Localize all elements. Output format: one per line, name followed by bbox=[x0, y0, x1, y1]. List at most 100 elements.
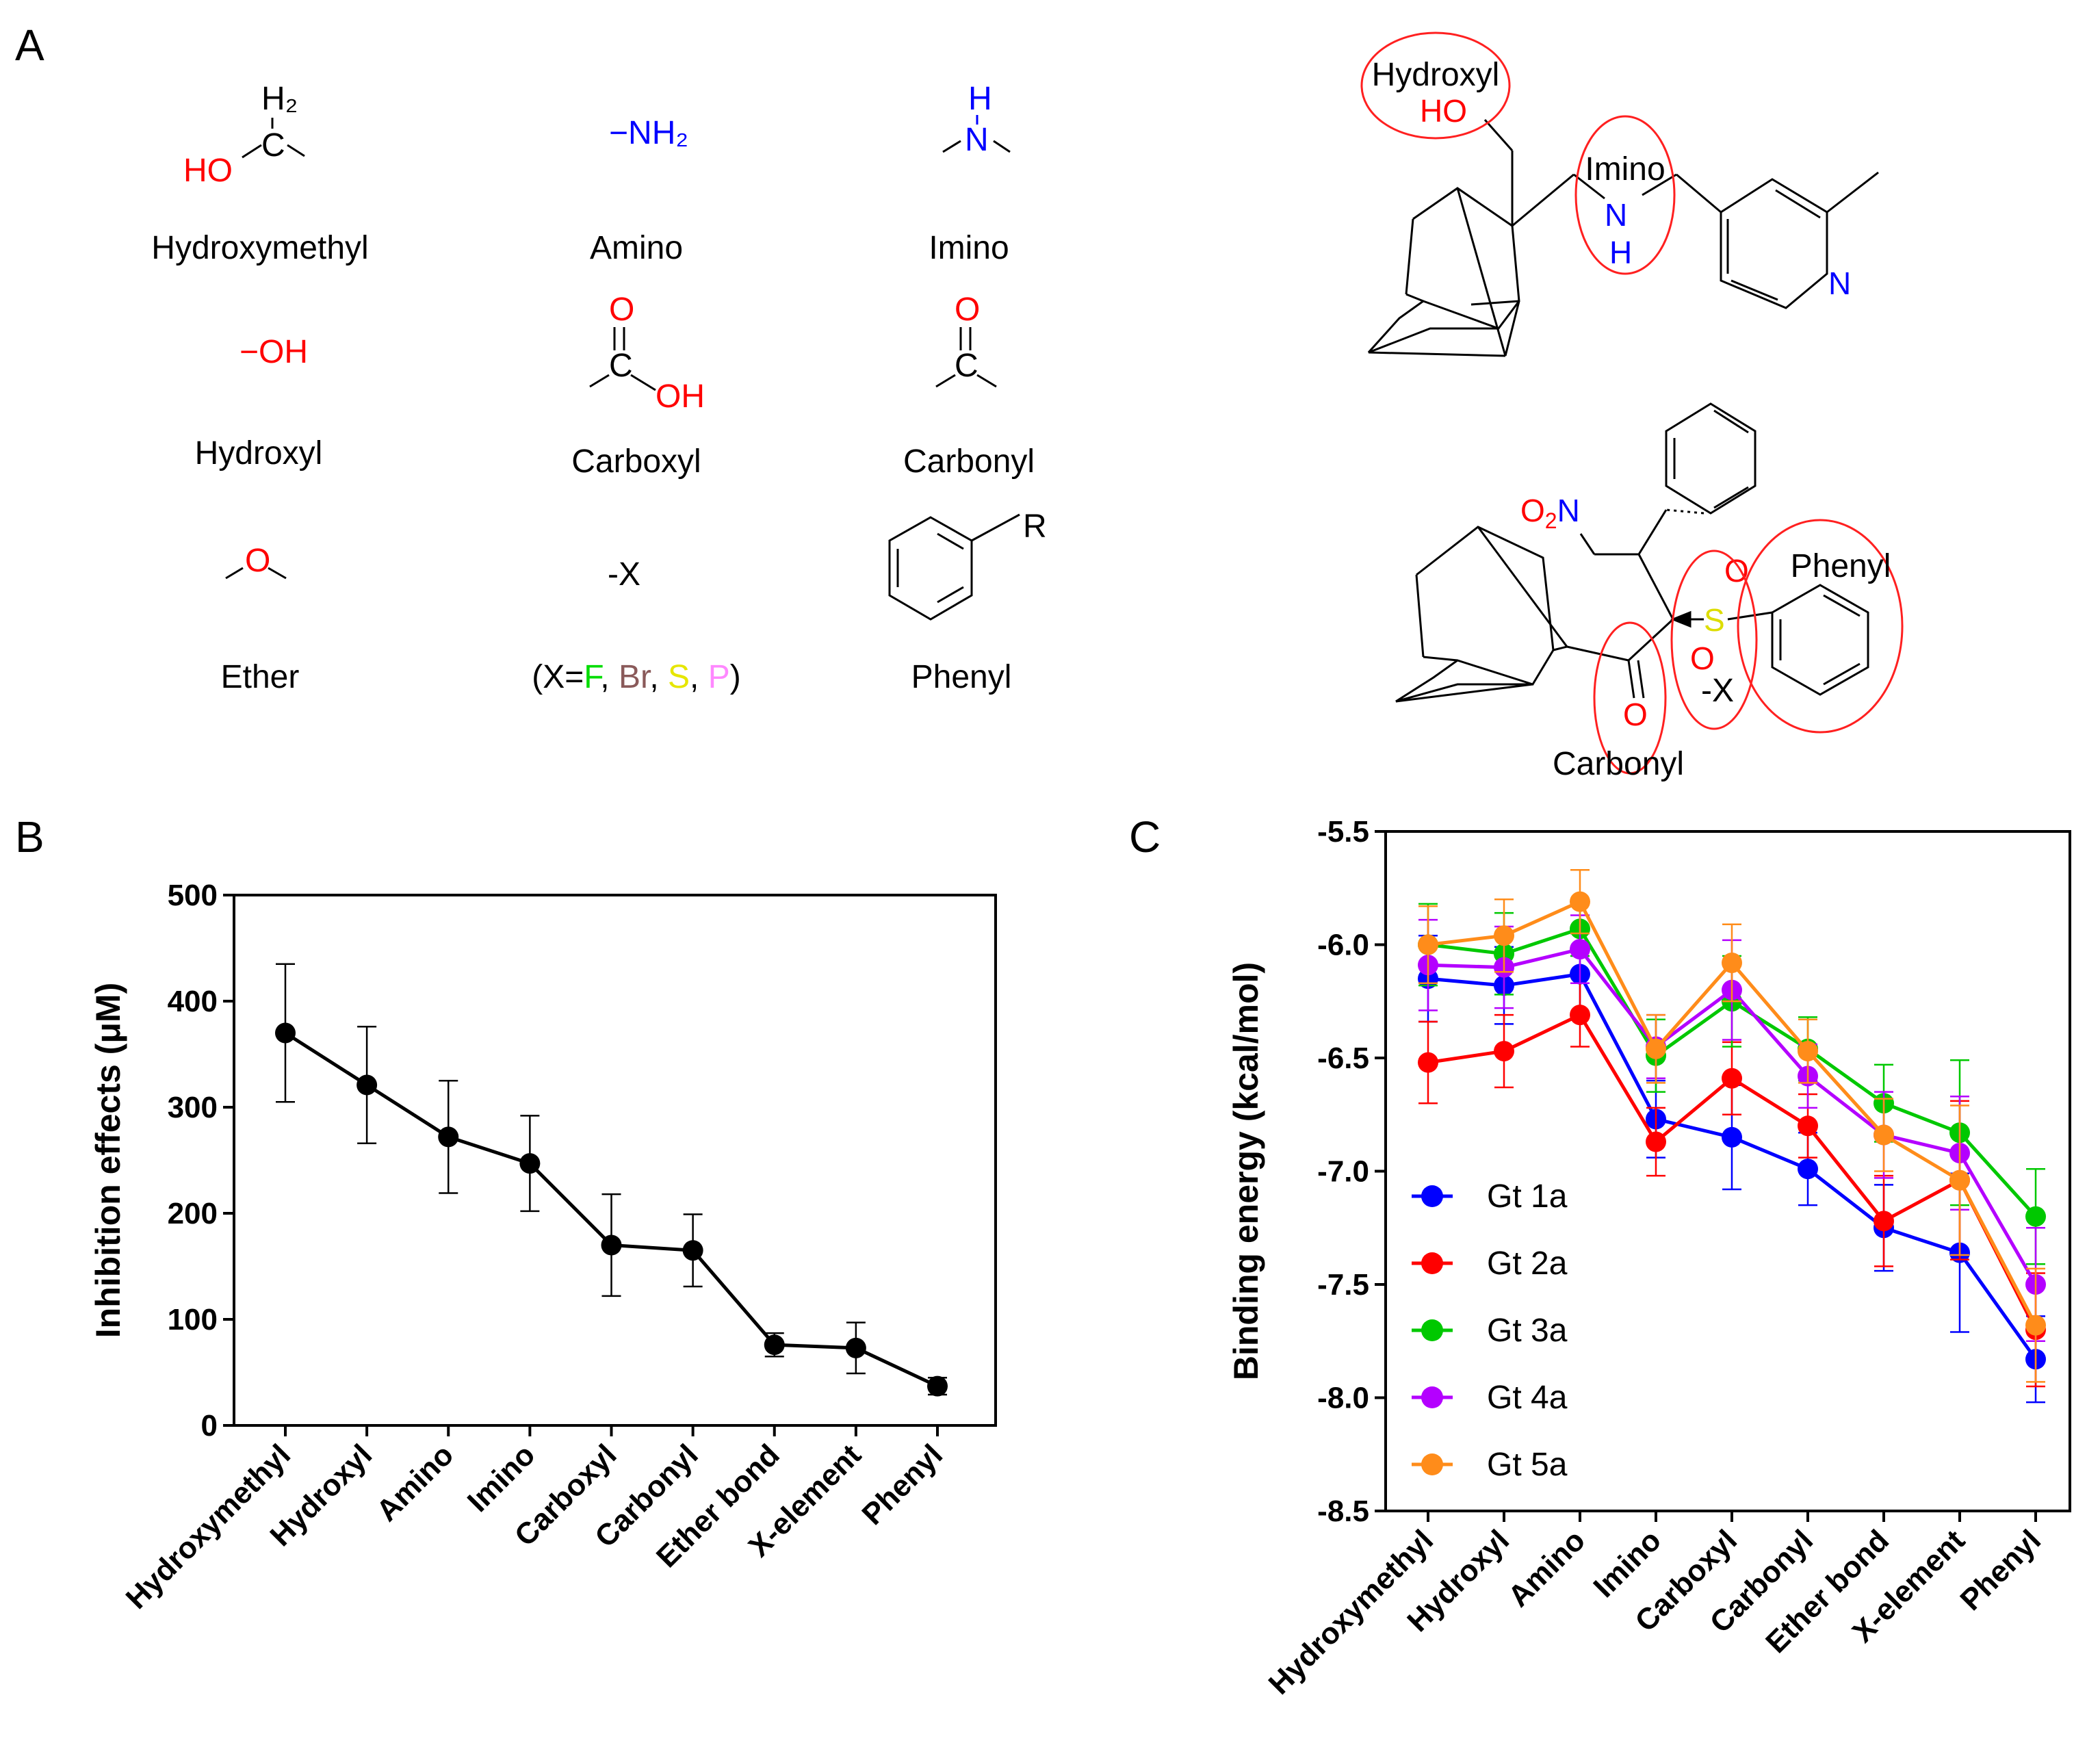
hydroxyl-name: Hydroxyl bbox=[195, 435, 323, 471]
carbonyl-o: O bbox=[955, 292, 980, 328]
amino-name: Amino bbox=[590, 230, 683, 266]
y-tick-label: -5.5 bbox=[1317, 815, 1369, 849]
x-tick-label: Amino bbox=[370, 1438, 460, 1527]
y-tick-label: 0 bbox=[201, 1409, 218, 1443]
data-point bbox=[764, 1334, 785, 1356]
data-point bbox=[845, 1337, 866, 1358]
data-point bbox=[438, 1126, 459, 1148]
data-point bbox=[1494, 925, 1514, 946]
imino-h: H bbox=[968, 81, 992, 117]
data-point bbox=[927, 1375, 948, 1397]
hydroxyl-highlight bbox=[1360, 31, 1511, 140]
data-point bbox=[519, 1153, 541, 1174]
data-point bbox=[1798, 1159, 1818, 1180]
carbonyl-c: C bbox=[955, 348, 978, 384]
data-point bbox=[1418, 934, 1438, 955]
imino-structure: H N bbox=[942, 81, 1011, 158]
molecule2-label-phenyl: Phenyl bbox=[1791, 548, 1891, 584]
y-tick-label: 400 bbox=[168, 985, 218, 1018]
legend-marker bbox=[1421, 1319, 1443, 1341]
data-point bbox=[1874, 1211, 1894, 1232]
plot-frame bbox=[233, 894, 997, 1427]
carboxyl-name: Carboxyl bbox=[571, 443, 701, 480]
x-highlight bbox=[1670, 550, 1758, 730]
data-point bbox=[1570, 1005, 1590, 1026]
hydroxymethyl-ho: HO bbox=[183, 153, 233, 189]
carbonyl-structure: O C bbox=[935, 292, 997, 388]
x-tick-label: Phenyl bbox=[855, 1438, 949, 1531]
carboxyl-oh: OH bbox=[656, 378, 705, 415]
y-tick-label: -7.5 bbox=[1317, 1268, 1369, 1302]
hydroxymethyl-name: Hydroxymethyl bbox=[151, 230, 368, 266]
carboxyl-structure: O C OH bbox=[589, 292, 705, 415]
data-point bbox=[275, 1022, 296, 1044]
legend-label: Gt 3a bbox=[1487, 1313, 1568, 1349]
x-tick-label: Amino bbox=[1502, 1523, 1592, 1613]
data-point bbox=[1418, 1052, 1438, 1073]
series-4 bbox=[1418, 869, 2046, 1383]
imino-name: Imino bbox=[929, 230, 1009, 266]
y-tick-label: -6.5 bbox=[1317, 1042, 1369, 1075]
legend-marker bbox=[1421, 1453, 1443, 1475]
molecule1-ho: HO bbox=[1420, 93, 1467, 129]
hydroxymethyl-h2: H₂ bbox=[261, 81, 298, 117]
x-element-formula: -X bbox=[608, 556, 640, 593]
data-point bbox=[1570, 939, 1590, 960]
molecule2-o2n: O2N bbox=[1520, 493, 1580, 533]
data-point bbox=[601, 1235, 622, 1256]
legend-label: Gt 1a bbox=[1487, 1178, 1568, 1215]
y-tick-label: -8.0 bbox=[1317, 1382, 1369, 1415]
x-tick-label: Phenyl bbox=[1954, 1523, 2047, 1617]
legend-marker bbox=[1421, 1252, 1443, 1274]
panel-a-functional-groups: H₂ HO C Hydroxymethyl −NH₂ Amino H N Imi… bbox=[151, 81, 1046, 695]
data-point bbox=[1646, 1131, 1666, 1152]
molecule-1: HO N H N Hydroxyl Imino bbox=[1360, 31, 1879, 357]
amino-formula: −NH₂ bbox=[609, 115, 688, 151]
molecule1-n-ring: N bbox=[1828, 266, 1851, 301]
chart-c: -8.5-8.0-7.5-7.0-6.5-6.0-5.5Hydroxymethy… bbox=[1227, 815, 2071, 1701]
legend-label: Gt 2a bbox=[1487, 1245, 1568, 1282]
data-point bbox=[1570, 891, 1590, 912]
carbonyl-name: Carbonyl bbox=[903, 443, 1035, 480]
data-point bbox=[1646, 1038, 1666, 1059]
legend-marker bbox=[1421, 1185, 1443, 1207]
phenyl-name: Phenyl bbox=[911, 659, 1012, 695]
molecule1-label-imino: Imino bbox=[1585, 151, 1665, 188]
data-point bbox=[1874, 1124, 1894, 1146]
carboxyl-c: C bbox=[609, 348, 633, 384]
y-tick-label: -6.0 bbox=[1317, 929, 1369, 962]
data-point bbox=[1722, 952, 1742, 973]
molecule2-o-carbonyl: O bbox=[1623, 697, 1648, 732]
data-point bbox=[682, 1240, 703, 1261]
carbonyl-highlight bbox=[1593, 621, 1667, 775]
y-tick-label: -8.5 bbox=[1317, 1495, 1369, 1528]
y-tick-label: 200 bbox=[168, 1197, 218, 1230]
legend-label: Gt 4a bbox=[1487, 1380, 1568, 1416]
imino-n: N bbox=[965, 122, 989, 158]
hydroxymethyl-structure: H₂ HO C bbox=[183, 81, 305, 189]
hydroxyl-formula: −OH bbox=[239, 334, 308, 370]
data-point bbox=[1722, 1126, 1742, 1148]
panel-label-c: C bbox=[1129, 812, 1161, 862]
y-axis-label: Inhibition effects (μM) bbox=[89, 983, 127, 1338]
data-point bbox=[2025, 1315, 2046, 1336]
molecule1-label-hydroxyl: Hydroxyl bbox=[1372, 57, 1500, 93]
series-0 bbox=[275, 963, 948, 1397]
y-tick-label: 300 bbox=[168, 1091, 218, 1124]
data-point bbox=[1722, 1068, 1742, 1089]
y-axis-label: Binding energy (kcal/mol) bbox=[1227, 962, 1265, 1380]
data-point bbox=[1798, 1041, 1818, 1062]
y-tick-label: 100 bbox=[168, 1303, 218, 1336]
ether-name: Ether bbox=[221, 659, 300, 695]
y-tick-label: 500 bbox=[168, 879, 218, 912]
molecule2-label-x: -X bbox=[1701, 673, 1734, 709]
ether-structure: O bbox=[225, 543, 287, 580]
panel-label-b: B bbox=[15, 812, 44, 862]
phenyl-highlight bbox=[1737, 519, 1904, 734]
phenyl-r: R bbox=[1023, 508, 1047, 545]
data-point bbox=[2025, 1206, 2046, 1227]
molecule2-label-carbonyl: Carbonyl bbox=[1553, 746, 1684, 782]
y-tick-label: -7.0 bbox=[1317, 1155, 1369, 1189]
data-point bbox=[1798, 1115, 1818, 1137]
